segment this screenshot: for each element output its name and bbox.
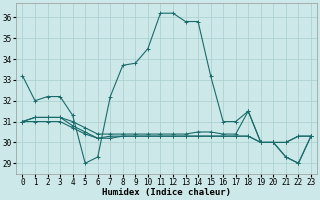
X-axis label: Humidex (Indice chaleur): Humidex (Indice chaleur) <box>102 188 231 197</box>
